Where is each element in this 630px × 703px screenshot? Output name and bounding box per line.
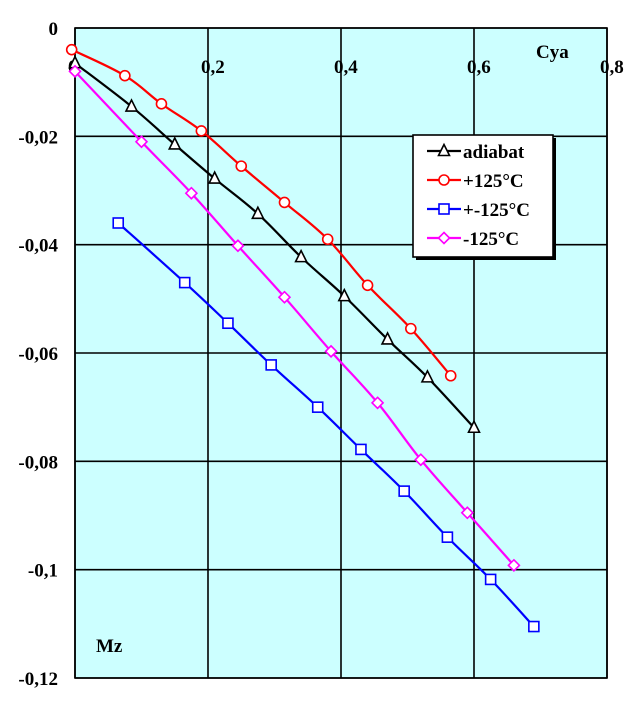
triangle-marker bbox=[337, 287, 352, 302]
diamond-marker bbox=[324, 344, 338, 359]
legend-item: -125°C bbox=[427, 229, 519, 250]
x-tick-label: 0,6 bbox=[467, 57, 491, 78]
square-marker bbox=[112, 217, 125, 229]
x-tick-label: 0,4 bbox=[334, 57, 358, 78]
square-marker bbox=[398, 485, 410, 497]
triangle-marker bbox=[420, 369, 435, 383]
diamond-marker bbox=[134, 135, 149, 149]
series-line bbox=[74, 62, 475, 429]
triangle-marker bbox=[167, 136, 182, 150]
series-line bbox=[74, 70, 515, 567]
triangle-marker bbox=[380, 331, 395, 345]
series-1 bbox=[68, 54, 481, 434]
square-marker bbox=[265, 359, 277, 371]
diamond-marker bbox=[68, 64, 82, 78]
y-tick-label: 0 bbox=[49, 19, 59, 40]
square-marker bbox=[222, 317, 234, 330]
diamond-marker bbox=[437, 231, 451, 245]
y-tick-label: -0,08 bbox=[18, 452, 58, 473]
y-tick-label: -0,04 bbox=[18, 236, 58, 257]
square-marker bbox=[178, 276, 191, 289]
triangle-marker bbox=[251, 205, 265, 220]
y-tick-label: -0,02 bbox=[18, 127, 58, 148]
circle-marker bbox=[278, 196, 291, 209]
x-tick-label: 0,2 bbox=[201, 57, 225, 78]
triangle-marker bbox=[437, 142, 451, 157]
y-tick-labels: 0 -0,02 -0,04 -0,06 -0,08 -0,1 -0,12 bbox=[18, 19, 58, 690]
circle-marker bbox=[405, 322, 417, 335]
legend-label: adiabat bbox=[463, 142, 525, 163]
plot-border bbox=[74, 27, 608, 679]
square-marker bbox=[441, 531, 454, 543]
square-marker bbox=[355, 443, 367, 456]
diamond-marker bbox=[277, 290, 292, 304]
circle-marker bbox=[438, 174, 450, 186]
y-tick-label: -0,06 bbox=[18, 344, 58, 365]
series-group bbox=[65, 43, 540, 633]
diamond-marker bbox=[184, 186, 199, 200]
diamond-marker bbox=[231, 239, 245, 253]
y-axis-label: Mz bbox=[96, 636, 123, 657]
square-marker bbox=[528, 620, 540, 633]
circle-marker bbox=[361, 279, 374, 292]
square-marker bbox=[438, 203, 450, 215]
legend: adiabat +125°C +-125°C -125°C bbox=[412, 134, 556, 260]
triangle-marker bbox=[124, 98, 139, 112]
x-axis-label: Cya bbox=[536, 42, 569, 63]
series-line bbox=[71, 48, 452, 377]
legend-label: -125°C bbox=[463, 229, 519, 250]
y-tick-label: -0,12 bbox=[18, 669, 58, 690]
circle-marker bbox=[119, 69, 131, 82]
legend-item: adiabat bbox=[427, 142, 525, 163]
circle-marker bbox=[65, 43, 78, 56]
circle-marker bbox=[444, 369, 457, 382]
diamond-marker bbox=[507, 558, 521, 572]
diamond-marker bbox=[414, 453, 428, 467]
legend-box bbox=[412, 134, 554, 258]
circle-marker bbox=[235, 160, 248, 172]
y-tick-label: -0,1 bbox=[28, 561, 58, 582]
square-marker bbox=[311, 401, 324, 413]
square-marker bbox=[484, 573, 497, 586]
triangle-marker bbox=[467, 419, 481, 434]
series-4 bbox=[68, 64, 521, 572]
x-tick-label: 0,8 bbox=[600, 57, 624, 78]
triangle-marker bbox=[207, 170, 222, 184]
diamond-marker bbox=[370, 396, 385, 410]
legend-label: +-125°C bbox=[463, 200, 530, 221]
legend-item: +125°C bbox=[427, 171, 524, 192]
legend-item: +-125°C bbox=[427, 200, 530, 221]
series-3 bbox=[112, 217, 540, 633]
series-2 bbox=[65, 43, 457, 382]
circle-marker bbox=[155, 98, 168, 110]
diamond-marker bbox=[460, 506, 474, 520]
legend-label: +125°C bbox=[463, 171, 524, 192]
circle-marker bbox=[195, 125, 208, 137]
series-line bbox=[117, 222, 535, 628]
grid bbox=[74, 27, 608, 679]
circle-marker bbox=[321, 233, 334, 246]
triangle-marker bbox=[294, 248, 308, 263]
